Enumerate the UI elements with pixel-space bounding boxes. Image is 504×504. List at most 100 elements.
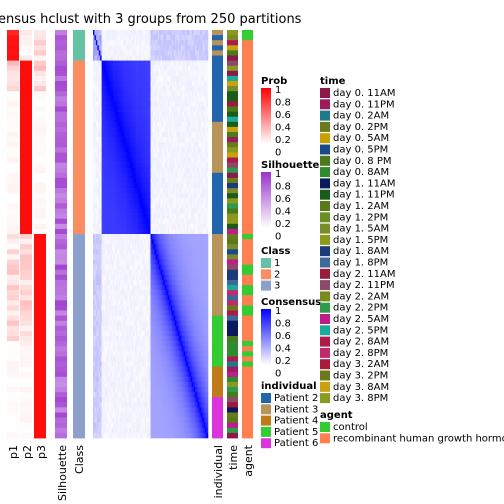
consensus-cell	[190, 218, 193, 225]
consensus-cell	[128, 65, 131, 72]
consensus-cell	[118, 162, 121, 168]
consensus-cell	[197, 142, 200, 148]
consensus-cell	[107, 172, 110, 179]
class-cell	[73, 193, 85, 199]
consensus-cell	[118, 142, 121, 148]
consensus-cell	[101, 96, 104, 102]
consensus-cell	[116, 101, 118, 107]
consensus-cell	[163, 203, 166, 209]
consensus-cell	[101, 70, 104, 77]
consensus-cell	[192, 55, 194, 61]
consensus-cell	[97, 315, 100, 321]
consensus-cell	[150, 188, 153, 194]
consensus-cell	[130, 290, 133, 296]
consensus-cell	[177, 35, 180, 41]
consensus-cell	[113, 228, 115, 235]
consensus-cell	[176, 91, 179, 97]
consensus-cell	[190, 167, 193, 174]
consensus-cell	[113, 96, 115, 102]
silhouette-cell	[55, 147, 67, 153]
consensus-cell	[202, 55, 204, 61]
prob-cell	[7, 320, 19, 327]
consensus-cell	[176, 259, 179, 265]
consensus-cell	[187, 249, 190, 255]
consensus-cell	[203, 35, 206, 41]
consensus-cell	[101, 157, 104, 163]
consensus-cell	[114, 244, 117, 250]
consensus-cell	[116, 152, 118, 158]
consensus-cell	[124, 60, 127, 66]
consensus-cell	[180, 96, 183, 102]
prob-cell	[34, 412, 46, 418]
consensus-cell	[180, 40, 183, 46]
consensus-cell	[128, 152, 131, 158]
consensus-cell	[199, 218, 202, 225]
consensus-cell	[93, 126, 95, 133]
consensus-cell	[100, 198, 102, 204]
consensus-cell	[94, 116, 97, 123]
consensus-cell	[177, 234, 180, 240]
consensus-cell	[146, 35, 148, 41]
consensus-cell	[203, 285, 206, 291]
silhouette-cell	[55, 412, 67, 418]
consensus-cell	[179, 239, 181, 245]
consensus-cell	[126, 111, 128, 117]
consensus-cell	[186, 259, 189, 265]
prob-cell	[20, 75, 32, 82]
consensus-cell	[176, 75, 179, 82]
consensus-cell	[94, 111, 97, 117]
consensus-cell	[97, 198, 100, 204]
consensus-cell	[143, 203, 146, 209]
consensus-cell	[107, 320, 110, 327]
consensus-cell	[166, 279, 169, 286]
consensus-cell	[173, 50, 176, 56]
consensus-cell	[197, 218, 200, 225]
consensus-cell	[94, 121, 97, 128]
consensus-cell	[94, 106, 97, 112]
consensus-cell	[110, 96, 112, 102]
consensus-cell	[186, 218, 189, 225]
consensus-cell	[156, 137, 158, 143]
consensus-cell	[140, 239, 143, 245]
consensus-cell	[187, 290, 190, 296]
consensus-cell	[167, 295, 170, 301]
consensus-cell	[101, 249, 104, 255]
consensus-cell	[146, 285, 148, 291]
consensus-cell	[123, 320, 125, 327]
consensus-cell	[192, 269, 194, 276]
class-cell	[73, 356, 85, 362]
consensus-cell	[167, 177, 170, 184]
consensus-cell	[173, 249, 176, 255]
consensus-cell	[131, 55, 134, 61]
consensus-cell	[199, 234, 202, 240]
consensus-cell	[103, 218, 105, 225]
consensus-cell	[95, 116, 98, 123]
consensus-cell	[197, 295, 200, 301]
consensus-cell	[160, 172, 163, 179]
consensus-cell	[166, 91, 169, 97]
consensus-cell	[170, 81, 173, 87]
consensus-cell	[124, 167, 127, 174]
consensus-cell	[98, 305, 101, 311]
consensus-cell	[196, 157, 199, 163]
consensus-cell	[197, 193, 200, 199]
silhouette-cell	[55, 392, 67, 398]
consensus-cell	[97, 285, 100, 291]
consensus-cell	[180, 193, 183, 199]
prob-cell	[34, 101, 46, 107]
consensus-cell	[167, 203, 170, 209]
consensus-cell	[151, 315, 154, 321]
consensus-cell	[107, 70, 110, 77]
consensus-cell	[105, 239, 108, 245]
consensus-cell	[104, 75, 107, 82]
consensus-cell	[163, 167, 166, 174]
consensus-cell	[149, 96, 151, 102]
consensus-cell	[174, 172, 177, 179]
prob-cell	[34, 35, 46, 41]
consensus-cell	[94, 50, 97, 56]
consensus-cell	[127, 188, 130, 194]
consensus-cell	[157, 239, 160, 245]
consensus-cell	[108, 254, 111, 260]
consensus-cell	[127, 203, 130, 209]
consensus-cell	[140, 142, 143, 148]
